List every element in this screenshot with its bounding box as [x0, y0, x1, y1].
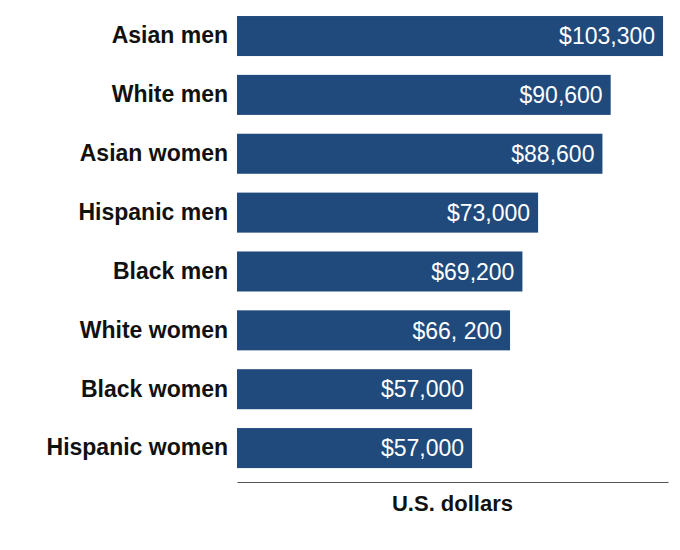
tick: Hispanic women [47, 434, 228, 460]
data-label: $69,200 [431, 259, 514, 285]
tick: Hispanic men [78, 199, 228, 225]
bar [237, 75, 611, 115]
category-axis: Asian men White men Asian women Hispanic me… [47, 22, 228, 460]
data-label: $88,600 [511, 141, 594, 167]
tick: White women [80, 317, 228, 343]
data-label: $57,000 [381, 376, 464, 402]
tick: White men [112, 81, 228, 107]
bars [237, 16, 663, 468]
bar [237, 369, 472, 409]
tick-label: Asian women [80, 140, 228, 166]
tick: Asian women [80, 140, 228, 166]
axis-title: U.S. dollars [392, 491, 513, 516]
bar [237, 134, 602, 174]
bar [237, 428, 472, 468]
data-label: $90,600 [520, 82, 603, 108]
data-label: $103,300 [559, 23, 655, 49]
bar [237, 310, 510, 350]
tick-label: Black men [113, 258, 228, 284]
tick-label: Hispanic women [47, 434, 228, 460]
tick-label: Black women [81, 376, 228, 402]
tick-label: Hispanic men [78, 199, 228, 225]
data-label: $73,000 [447, 200, 530, 226]
tick: Black women [81, 376, 228, 402]
data-label: $57,000 [381, 435, 464, 461]
tick: Asian men [112, 22, 228, 48]
bar [237, 251, 522, 291]
chart: $103,300 $90,600 $88,600 $73,000 $69,200 $66,… [0, 0, 680, 550]
tick-label: White men [112, 81, 228, 107]
value-axis [238, 482, 669, 483]
bar [237, 16, 663, 56]
tick: Black men [113, 258, 228, 284]
bar [237, 193, 538, 233]
tick-label: Asian men [112, 22, 228, 48]
data-label: $66, 200 [413, 318, 503, 344]
tick-label: White women [80, 317, 228, 343]
data-labels: $103,300 $90,600 $88,600 $73,000 $69,200 $66,… [381, 23, 655, 461]
axis-line [238, 482, 669, 483]
